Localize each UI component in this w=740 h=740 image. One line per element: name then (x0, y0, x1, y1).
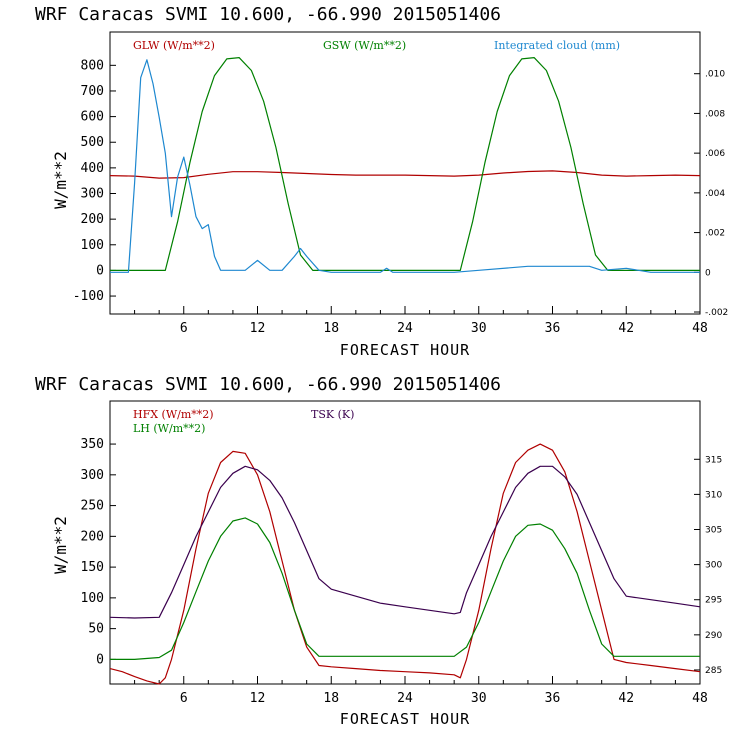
legend-tsk: TSK (K) (311, 408, 354, 421)
lower-plot-frame (109, 400, 701, 685)
x-tick-label: 36 (545, 321, 561, 336)
y-tick-label: 800 (81, 58, 104, 73)
legend-lh: LH (W/m**2) (133, 422, 205, 435)
y2-tick-label: 290 (705, 631, 722, 641)
lower-x-axis-label: FORECAST HOUR (340, 710, 470, 728)
y-tick-label: 700 (81, 84, 104, 99)
y2-tick-label: .008 (705, 109, 725, 119)
y2-tick-label: 315 (705, 455, 722, 465)
legend-glw: GLW (W/m**2) (133, 39, 215, 52)
lower-x-ticks: 6 12 18 24 30 36 42 48 (134, 676, 708, 706)
series-line-hfx (109, 443, 701, 685)
y2-tick-label: .002 (705, 229, 725, 239)
x-tick-label: 12 (250, 691, 266, 706)
lower-right-y-ticks: 285 290 295 300 305 310 315 (694, 455, 722, 676)
x-tick-label: 24 (397, 691, 413, 706)
upper-right-y-ticks: -.002 0 .002 .004 .006 .008 .010 (694, 70, 728, 318)
y-tick-label: 100 (81, 591, 104, 606)
legend-gsw: GSW (W/m**2) (323, 39, 406, 52)
x-tick-label: 36 (545, 691, 561, 706)
y-tick-label: 150 (81, 560, 104, 575)
y-tick-label: 250 (81, 499, 104, 514)
lower-left-y-ticks: 0 50 100 150 200 250 300 350 (81, 437, 116, 667)
y-tick-label: 300 (81, 468, 104, 483)
x-tick-label: 6 (180, 691, 188, 706)
series-line-gsw (110, 56, 700, 271)
x-tick-label: 18 (323, 321, 339, 336)
x-tick-label: 12 (250, 321, 266, 336)
y2-tick-label: .010 (705, 70, 725, 80)
series-line-lh (110, 517, 700, 661)
y2-tick-label: 0 (705, 268, 711, 278)
legend-integrated-cloud: Integrated cloud (mm) (494, 39, 620, 52)
x-tick-label: 42 (618, 321, 634, 336)
lower-y-axis-label: W/m**2 (51, 516, 70, 574)
y2-tick-label: 285 (705, 666, 722, 676)
lower-chart-title: WRF Caracas SVMI 10.600, -66.990 2015051… (35, 374, 501, 395)
series-line-tsk (109, 465, 701, 619)
y-tick-label: 0 (96, 652, 104, 667)
upper-y-axis-label: W/m**2 (51, 151, 70, 209)
y-tick-label: -100 (73, 289, 104, 304)
y-tick-label: 100 (81, 238, 104, 253)
x-tick-label: 48 (692, 321, 708, 336)
x-tick-label: 30 (471, 321, 487, 336)
y-tick-label: 300 (81, 187, 104, 202)
y2-tick-label: 295 (705, 596, 722, 606)
upper-series-lines (109, 56, 701, 273)
lower-series-lines (109, 443, 701, 685)
series-line-integrated (110, 59, 700, 273)
y-tick-label: 600 (81, 110, 104, 125)
x-tick-label: 48 (692, 691, 708, 706)
lower-chart-panel: WRF Caracas SVMI 10.600, -66.990 2015051… (35, 374, 722, 728)
y2-tick-label: 305 (705, 526, 722, 536)
y-tick-label: 0 (96, 263, 104, 278)
y-tick-label: 200 (81, 212, 104, 227)
y2-tick-label: .004 (705, 189, 725, 199)
upper-left-y-ticks: -100 0 100 200 300 400 500 600 700 800 (73, 58, 116, 304)
upper-x-ticks: 6 12 18 24 30 36 42 48 (134, 306, 708, 336)
y-tick-label: 350 (81, 437, 104, 452)
upper-chart-panel: WRF Caracas SVMI 10.600, -66.990 2015051… (35, 4, 728, 359)
upper-chart-title: WRF Caracas SVMI 10.600, -66.990 2015051… (35, 4, 501, 25)
y-tick-label: 200 (81, 529, 104, 544)
x-tick-label: 6 (180, 321, 188, 336)
y-tick-label: 50 (88, 622, 104, 637)
y2-tick-label: 310 (705, 490, 722, 500)
y-tick-label: 400 (81, 161, 104, 176)
y2-tick-label: -.002 (705, 308, 728, 318)
upper-x-axis-label: FORECAST HOUR (340, 341, 470, 359)
x-tick-label: 42 (618, 691, 634, 706)
series-line-glw (109, 170, 701, 179)
legend-hfx: HFX (W/m**2) (133, 408, 214, 421)
x-tick-label: 18 (323, 691, 339, 706)
y-tick-label: 500 (81, 135, 104, 150)
x-tick-label: 30 (471, 691, 487, 706)
y2-tick-label: .006 (705, 149, 725, 159)
x-tick-label: 24 (397, 321, 413, 336)
y2-tick-label: 300 (705, 561, 722, 571)
